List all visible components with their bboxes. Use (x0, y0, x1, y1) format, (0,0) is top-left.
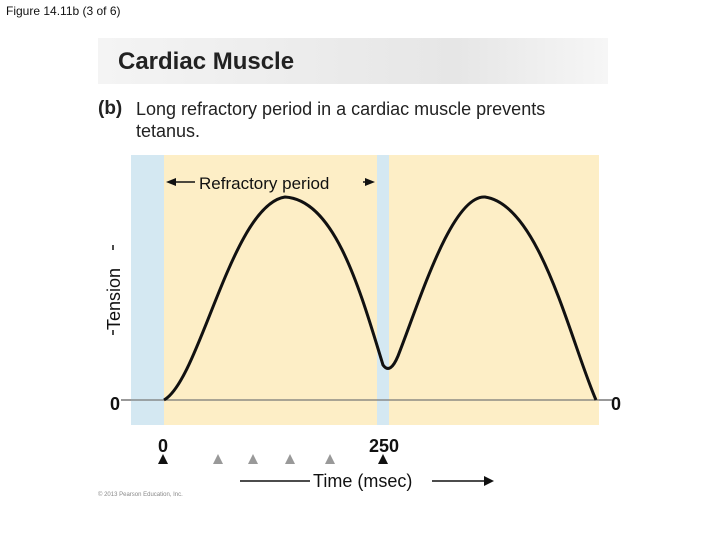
y-axis-label: Tension (104, 268, 124, 330)
stimulus-marker-2 (248, 454, 258, 464)
title-banner: Cardiac Muscle (98, 38, 608, 84)
y-axis-label-bg (103, 250, 123, 330)
stimulus-marker-3 (285, 454, 295, 464)
stimulus-marker-250 (378, 454, 388, 464)
y-zero-right: 0 (611, 394, 621, 414)
figure-label: Figure 14.11b (3 of 6) (6, 4, 121, 18)
refractory-band-2 (377, 155, 389, 425)
part-label: (b) (98, 98, 123, 119)
banner-title: Cardiac Muscle (118, 48, 295, 75)
refractory-arrow-right-head (365, 178, 375, 186)
stimulus-marker-4 (325, 454, 335, 464)
copyright: © 2013 Pearson Education, Inc. (98, 492, 183, 498)
refractory-label: Refractory period (199, 174, 329, 193)
time-arrow-head (484, 476, 494, 486)
time-label-bg (310, 469, 432, 491)
caption: Long refractory period in a cardiac musc… (136, 99, 546, 141)
y-zero-left: 0 (110, 394, 120, 414)
refractory-band-1 (131, 155, 164, 425)
stimulus-marker-1 (213, 454, 223, 464)
x-tick-0: 0 (158, 436, 168, 456)
x-tick-250: 250 (369, 436, 399, 456)
stimulus-marker-0 (158, 454, 168, 464)
refractory-arrow-left-head (166, 178, 176, 186)
x-axis-label: Time (msec) (313, 471, 412, 491)
tension-curve (163, 195, 598, 402)
plot-panel (131, 155, 599, 425)
refractory-label-bg (195, 172, 363, 192)
